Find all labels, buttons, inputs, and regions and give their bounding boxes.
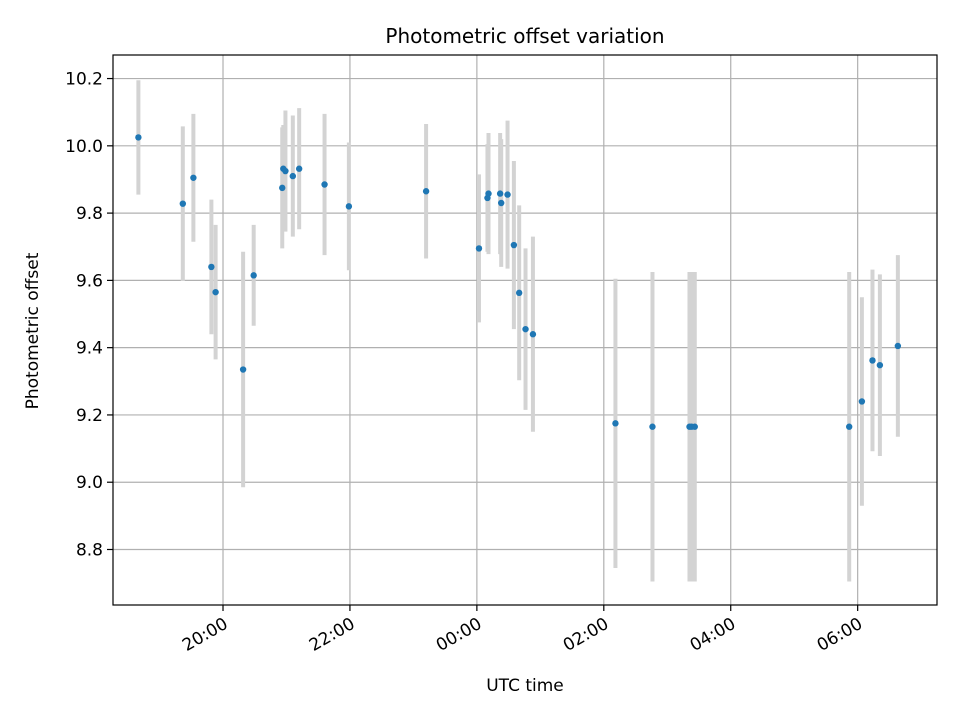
data-point: [345, 203, 353, 210]
data-point: [858, 398, 866, 405]
data-point: [212, 288, 219, 296]
data-point: [321, 181, 328, 188]
data-point: [529, 331, 537, 338]
data-point: [510, 241, 518, 249]
chart-title: Photometric offset variation: [385, 24, 664, 48]
y-tick-label: 10.2: [65, 70, 103, 90]
data-point: [250, 272, 257, 279]
data-point: [279, 184, 286, 192]
data-point: [869, 357, 876, 364]
y-axis-ticks: 8.8 9.0 9.2 9.4 9.6 9.8 10.0 10.2: [65, 70, 113, 560]
y-tick-label: 9.6: [76, 271, 103, 291]
data-point: [649, 423, 656, 430]
data-point: [612, 420, 619, 427]
data-points: [135, 134, 902, 430]
y-axis-title: Photometric offset: [23, 252, 43, 409]
data-point: [475, 245, 483, 252]
data-point: [496, 190, 504, 197]
data-point: [894, 342, 902, 350]
data-point: [846, 423, 853, 430]
y-tick-label: 9.4: [76, 339, 103, 359]
grid-lines: [113, 55, 937, 605]
data-point: [190, 174, 197, 181]
data-point: [498, 199, 505, 207]
y-tick-label: 9.0: [76, 473, 103, 493]
data-point: [522, 325, 529, 333]
data-point: [289, 172, 297, 180]
data-point: [135, 134, 142, 141]
data-point: [282, 167, 289, 175]
y-tick-label: 10.0: [65, 137, 103, 157]
data-point: [295, 165, 303, 172]
y-tick-label: 9.8: [76, 204, 103, 224]
data-point: [179, 200, 187, 207]
data-point: [876, 361, 884, 369]
data-point: [515, 289, 523, 297]
data-point: [422, 188, 430, 195]
data-point: [504, 191, 511, 198]
data-point: [485, 190, 492, 197]
y-tick-label: 9.2: [76, 406, 103, 426]
plot-area-frame: [112, 54, 938, 606]
x-axis-title: UTC time: [486, 676, 564, 696]
data-point: [239, 366, 247, 373]
data-point: [691, 423, 698, 430]
data-point: [208, 263, 215, 271]
y-tick-label: 8.8: [76, 540, 103, 560]
